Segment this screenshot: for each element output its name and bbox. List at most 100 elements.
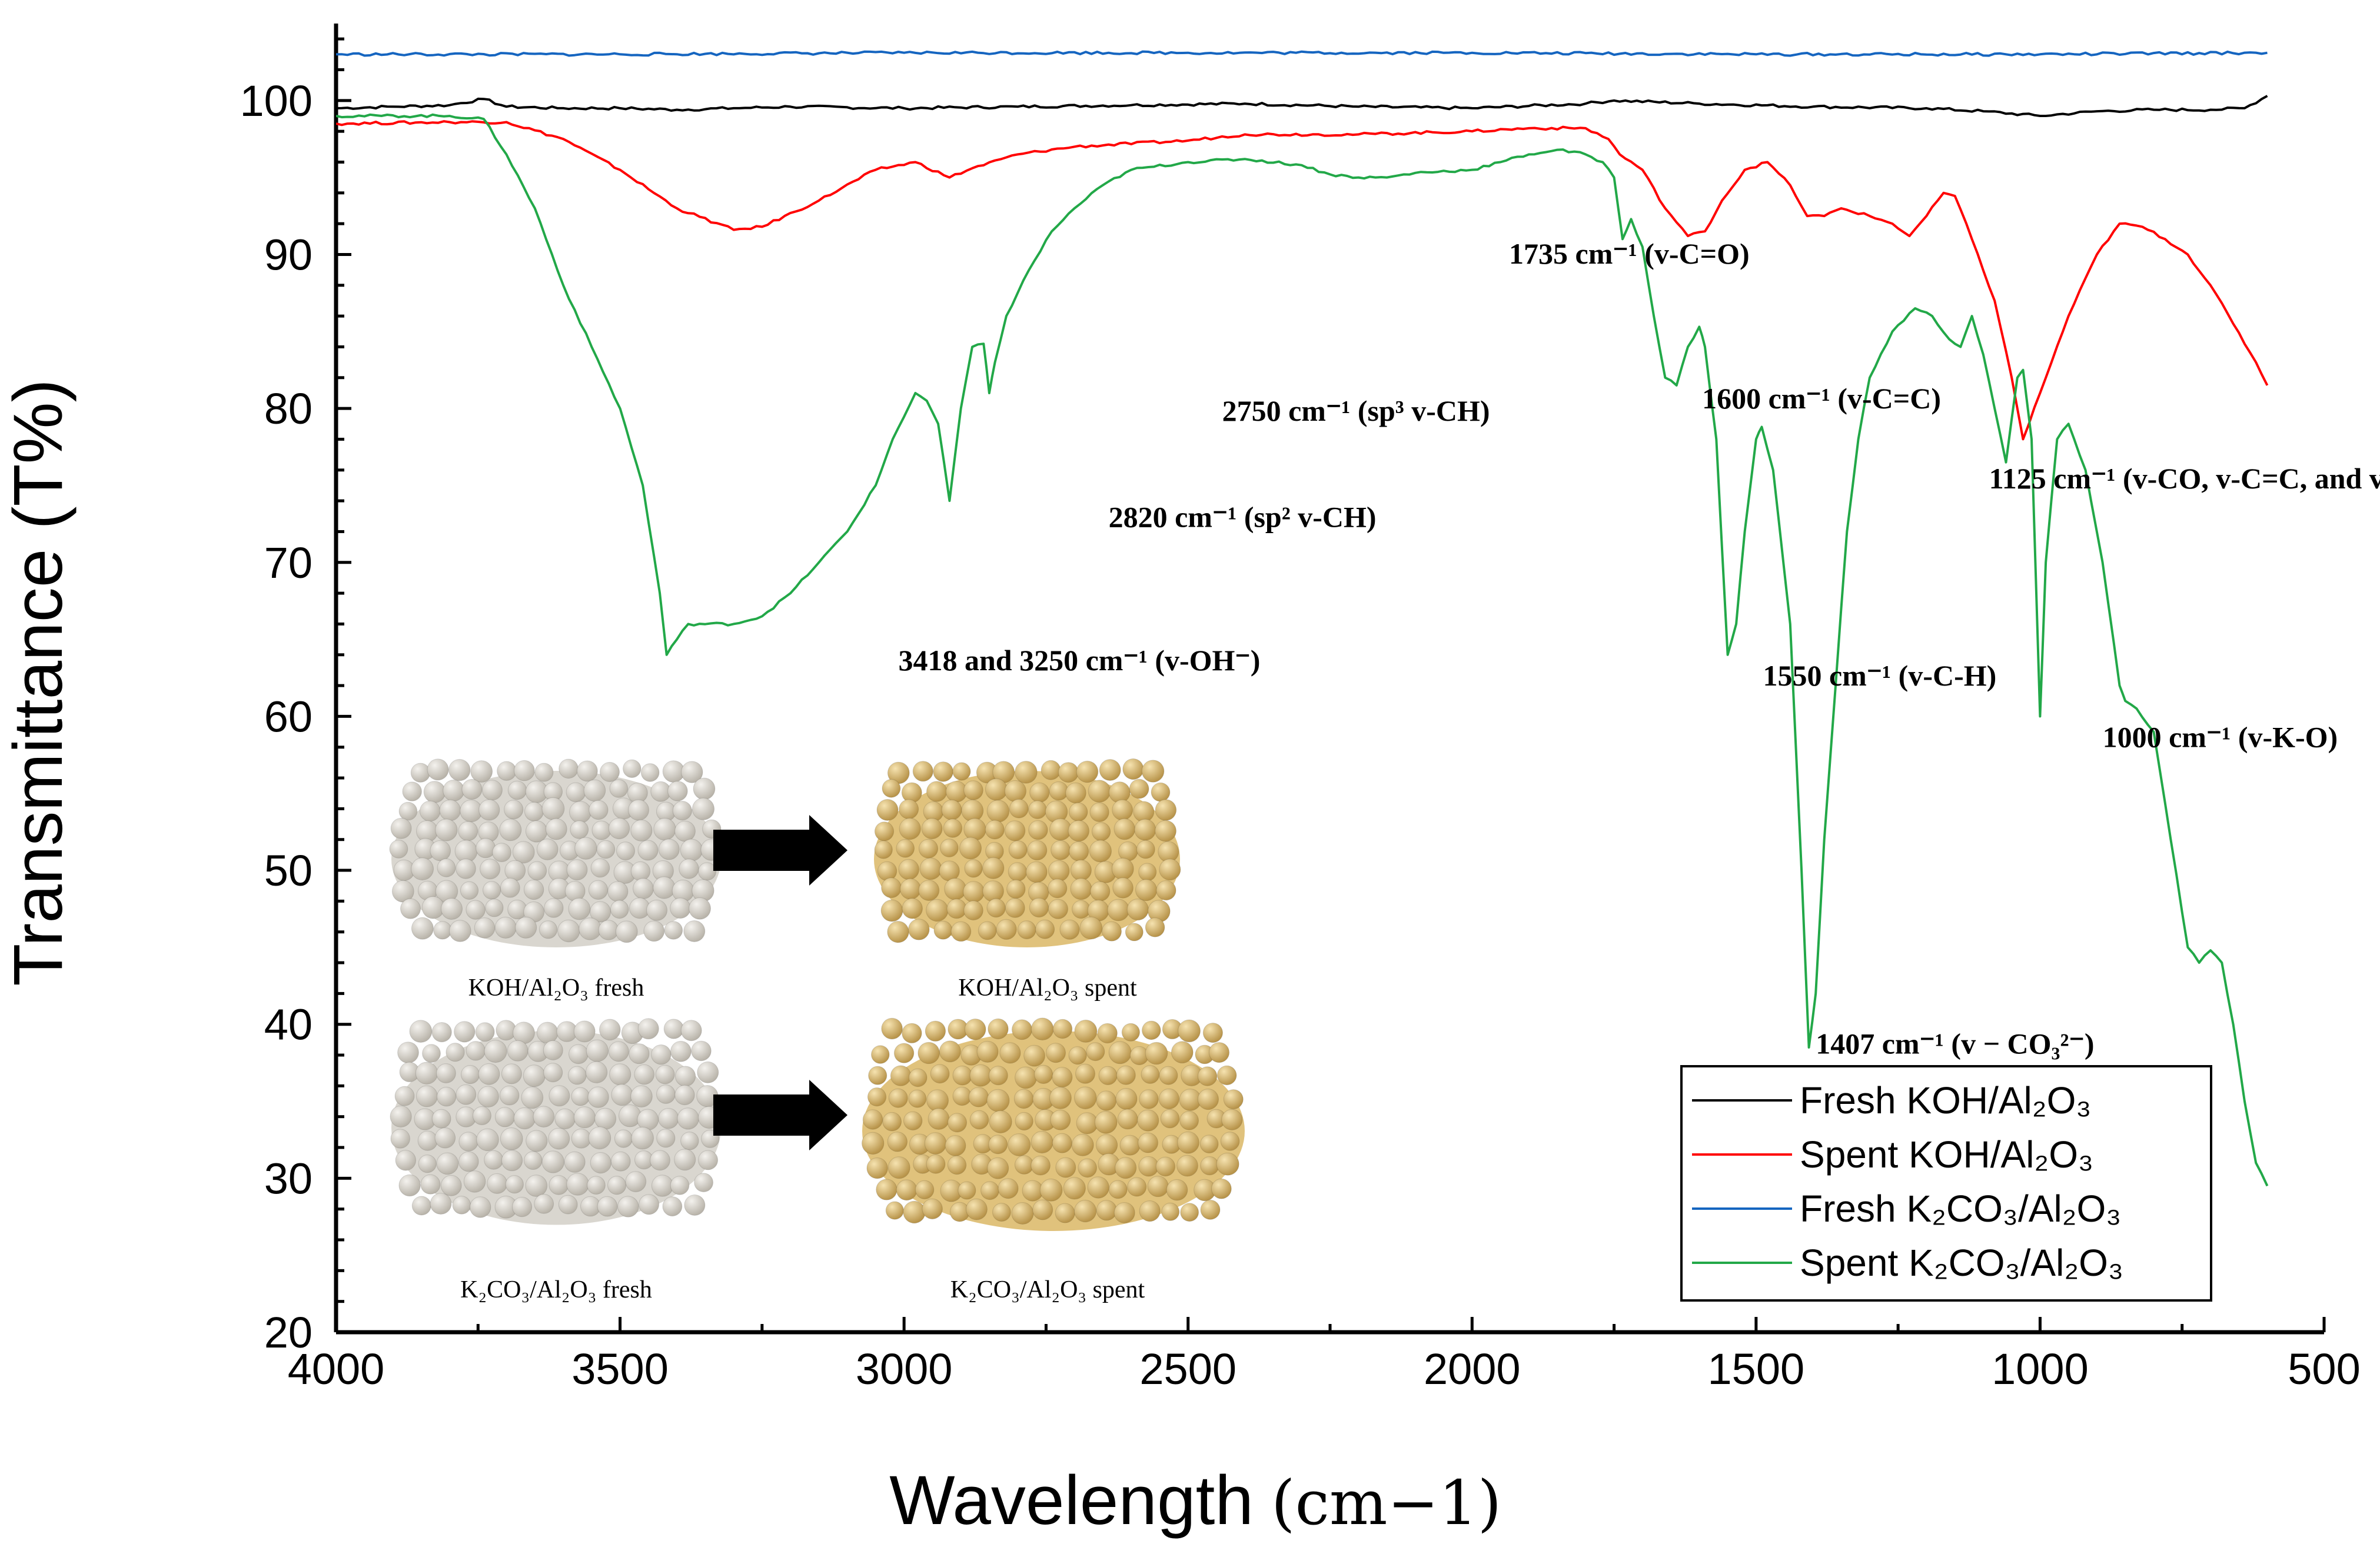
bead xyxy=(1015,1066,1037,1089)
bead xyxy=(950,921,972,942)
bead xyxy=(557,919,580,943)
bead xyxy=(536,839,559,860)
bead xyxy=(921,818,943,840)
bead xyxy=(939,860,960,881)
x-axis-title: Wavelength xyxy=(889,1462,1254,1539)
bead xyxy=(1134,819,1156,841)
bead xyxy=(588,880,609,900)
bead xyxy=(559,758,579,779)
bead xyxy=(1008,840,1028,859)
annotation-chh: 1550 cm⁻¹ (v-C-H) xyxy=(1763,659,1996,692)
bead xyxy=(1068,1046,1087,1065)
bead xyxy=(492,843,511,862)
bead xyxy=(436,1087,457,1107)
annotation-layer: 3418 and 3250 cm⁻¹ (v-OH⁻) 2820 cm⁻¹ (sp²… xyxy=(898,237,2380,1060)
bead xyxy=(461,778,483,800)
bead xyxy=(548,1127,570,1150)
bead xyxy=(882,778,901,798)
bead xyxy=(959,837,982,860)
bead xyxy=(926,1154,946,1174)
bead xyxy=(564,881,586,901)
bead xyxy=(512,841,535,864)
bead xyxy=(944,878,966,900)
bead xyxy=(1074,1086,1097,1110)
bead xyxy=(431,1022,452,1043)
bead xyxy=(499,819,522,841)
y-tick-label-50: 50 xyxy=(264,846,313,895)
bead xyxy=(1055,1203,1075,1223)
bead xyxy=(628,799,649,821)
bead xyxy=(651,1175,674,1197)
bead xyxy=(419,800,441,822)
bead xyxy=(1031,1017,1054,1040)
bead xyxy=(1200,1156,1219,1176)
bead xyxy=(1221,1109,1243,1130)
bead xyxy=(1031,1130,1053,1154)
bead xyxy=(908,1089,927,1108)
bead xyxy=(902,1023,922,1044)
bead xyxy=(398,801,418,821)
bead xyxy=(500,1127,523,1150)
bead xyxy=(470,1196,491,1218)
bead xyxy=(926,781,948,802)
bead xyxy=(1216,1152,1239,1176)
bead xyxy=(590,858,610,878)
bead xyxy=(589,800,609,820)
x-tick-label-500: 500 xyxy=(2288,1345,2360,1393)
bead xyxy=(513,1107,536,1130)
bead xyxy=(573,1106,596,1129)
bead xyxy=(940,839,959,857)
bead xyxy=(430,840,451,861)
bead xyxy=(675,1066,696,1087)
bead xyxy=(610,1151,631,1172)
bead xyxy=(598,920,619,940)
bead xyxy=(958,1181,976,1200)
bead xyxy=(631,1126,654,1150)
bead xyxy=(523,1064,546,1087)
x-tick-label-3500: 3500 xyxy=(571,1345,669,1393)
bead xyxy=(653,818,676,841)
bead xyxy=(1028,820,1048,840)
bead xyxy=(1159,859,1181,881)
bead xyxy=(924,1132,947,1155)
bead xyxy=(422,1044,441,1063)
bead xyxy=(896,1179,918,1201)
bead xyxy=(1166,1179,1188,1201)
bead xyxy=(1070,859,1092,881)
bead xyxy=(667,781,688,801)
bead xyxy=(1113,1202,1135,1223)
bead xyxy=(1180,1203,1199,1222)
bead xyxy=(866,1157,888,1179)
bead xyxy=(925,1020,946,1042)
bead xyxy=(411,917,434,940)
bead xyxy=(609,1063,631,1086)
bead xyxy=(590,1152,611,1174)
bead xyxy=(434,1127,456,1149)
bead xyxy=(543,1063,563,1083)
bead xyxy=(534,1194,554,1214)
annotation-cc: 1600 cm⁻¹ (v-C=C) xyxy=(1702,382,1941,415)
bead xyxy=(524,1151,543,1170)
bead xyxy=(881,877,902,899)
bead xyxy=(1039,1179,1063,1202)
bead xyxy=(607,1176,627,1195)
bead xyxy=(1048,879,1068,899)
bead xyxy=(1133,801,1155,823)
bead xyxy=(1111,857,1134,880)
bead xyxy=(1107,899,1130,921)
bead xyxy=(1049,781,1069,801)
x-tick-label-4000: 4000 xyxy=(288,1345,385,1393)
bead xyxy=(966,1198,988,1220)
bead xyxy=(947,1155,967,1175)
bead xyxy=(1050,1109,1071,1130)
bead xyxy=(1089,802,1109,823)
bead xyxy=(969,1064,992,1087)
bead xyxy=(918,1042,940,1064)
bead xyxy=(436,1063,456,1083)
x-tick-label-2000: 2000 xyxy=(1424,1345,1521,1393)
bead xyxy=(658,1108,679,1129)
bead xyxy=(1141,760,1165,783)
bead xyxy=(988,1066,1008,1086)
bead xyxy=(577,760,598,782)
bead xyxy=(900,878,921,900)
